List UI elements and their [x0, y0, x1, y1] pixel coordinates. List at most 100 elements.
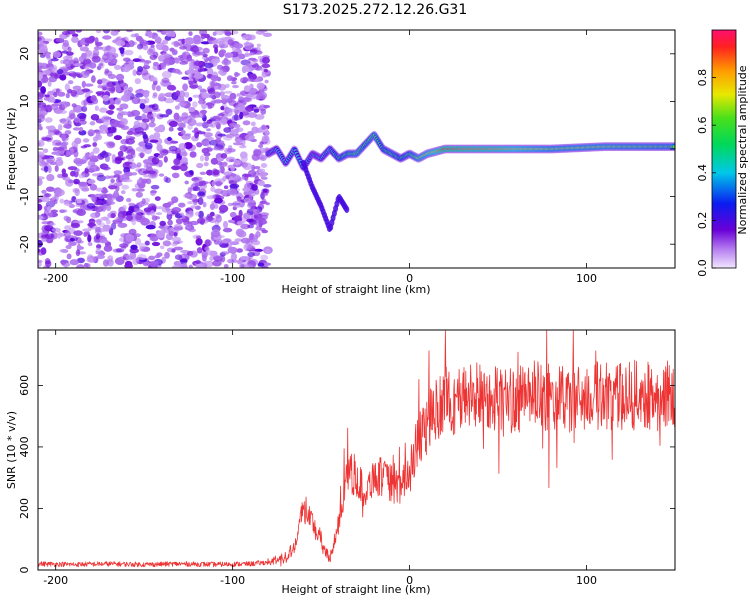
noise-speckle — [259, 200, 268, 205]
noise-speckle — [215, 214, 222, 223]
noise-speckle — [243, 212, 251, 220]
noise-speckle — [38, 31, 43, 36]
noise-speckle — [73, 230, 83, 237]
noise-speckle — [237, 230, 247, 238]
noise-speckle — [76, 199, 82, 204]
noise-speckle — [107, 74, 117, 79]
noise-speckle — [158, 55, 165, 62]
spectrogram-x-tick-label: 100 — [576, 272, 597, 285]
noise-speckle — [243, 197, 251, 203]
noise-speckle — [238, 209, 243, 218]
noise-speckle — [156, 143, 163, 152]
noise-speckle — [177, 102, 186, 107]
noise-speckle — [171, 236, 182, 242]
noise-speckle — [174, 105, 180, 110]
noise-speckle — [93, 46, 104, 50]
noise-speckle — [38, 259, 43, 263]
noise-speckle — [183, 193, 192, 198]
colorbar-gradient — [712, 30, 736, 268]
noise-speckle — [261, 71, 268, 78]
noise-speckle — [196, 162, 204, 169]
noise-speckle — [105, 204, 112, 212]
noise-speckle — [94, 206, 104, 213]
noise-speckle — [61, 168, 66, 175]
noise-speckle — [205, 102, 213, 106]
noise-speckle — [206, 195, 216, 200]
noise-speckle — [38, 203, 43, 211]
noise-speckle — [192, 94, 200, 98]
noise-speckle — [73, 57, 79, 61]
noise-speckle — [114, 64, 122, 70]
noise-speckle — [123, 57, 131, 62]
noise-speckle — [71, 196, 77, 203]
noise-speckle — [63, 200, 73, 206]
noise-speckle — [38, 178, 43, 186]
noise-speckle — [105, 175, 111, 180]
noise-speckle — [104, 68, 110, 74]
noise-speckle — [168, 120, 178, 128]
noise-speckle — [187, 72, 193, 80]
noise-speckle — [73, 178, 80, 185]
colorbar-ticks: 0.0 0.2 0.4 0.6 0.8 — [696, 69, 716, 277]
noise-speckle — [263, 68, 268, 73]
noise-speckle — [142, 261, 151, 267]
noise-speckle — [256, 82, 265, 90]
noise-speckle — [166, 211, 172, 215]
noise-speckle — [199, 171, 207, 175]
noise-speckle — [165, 32, 174, 37]
noise-speckle — [247, 252, 255, 257]
noise-speckle — [81, 156, 89, 163]
noise-speckle — [140, 41, 150, 45]
noise-speckle — [213, 91, 221, 99]
noise-speckle — [96, 174, 107, 182]
noise-speckle — [161, 45, 169, 52]
noise-speckle — [210, 230, 221, 238]
noise-speckle — [83, 144, 92, 148]
branch-trace — [344, 206, 350, 213]
noise-speckle — [256, 43, 262, 47]
noise-speckle — [187, 118, 197, 127]
noise-speckle — [193, 73, 204, 79]
noise-speckle — [251, 126, 259, 134]
noise-speckle — [56, 69, 64, 75]
noise-speckle — [137, 168, 148, 176]
noise-speckle — [192, 181, 200, 188]
noise-speckle — [230, 252, 238, 261]
noise-speckle — [116, 112, 124, 120]
noise-speckle — [143, 207, 153, 213]
noise-speckle — [198, 93, 203, 102]
noise-speckle — [120, 118, 128, 126]
noise-speckle — [89, 184, 98, 191]
noise-speckle — [95, 187, 104, 192]
noise-speckle — [258, 144, 264, 149]
noise-speckle — [92, 147, 100, 154]
noise-speckle — [136, 43, 144, 50]
noise-speckle — [78, 182, 89, 190]
noise-speckle — [158, 173, 165, 177]
noise-speckle — [143, 60, 149, 68]
noise-speckle — [232, 176, 243, 183]
spectrogram-y-tick-label: -10 — [18, 188, 31, 206]
noise-speckle — [96, 200, 104, 204]
noise-speckle — [242, 97, 252, 103]
noise-speckle — [113, 135, 122, 141]
noise-speckle — [248, 190, 256, 197]
noise-speckle — [194, 211, 200, 216]
noise-speckle — [99, 239, 109, 244]
noise-speckle — [96, 218, 102, 226]
noise-speckle — [92, 136, 99, 142]
noise-speckle — [221, 59, 232, 66]
noise-speckle — [67, 120, 72, 126]
noise-speckle — [73, 72, 82, 77]
noise-speckle — [150, 190, 158, 194]
noise-speckle — [75, 249, 81, 257]
noise-speckle — [215, 180, 223, 187]
noise-speckle — [103, 245, 113, 252]
noise-speckle — [38, 157, 43, 163]
noise-speckle — [223, 185, 229, 189]
noise-speckle — [236, 248, 243, 253]
noise-speckle — [233, 114, 239, 121]
snr-y-tick-label: 600 — [18, 375, 31, 396]
noise-speckle — [215, 138, 222, 143]
noise-speckle — [180, 257, 188, 265]
